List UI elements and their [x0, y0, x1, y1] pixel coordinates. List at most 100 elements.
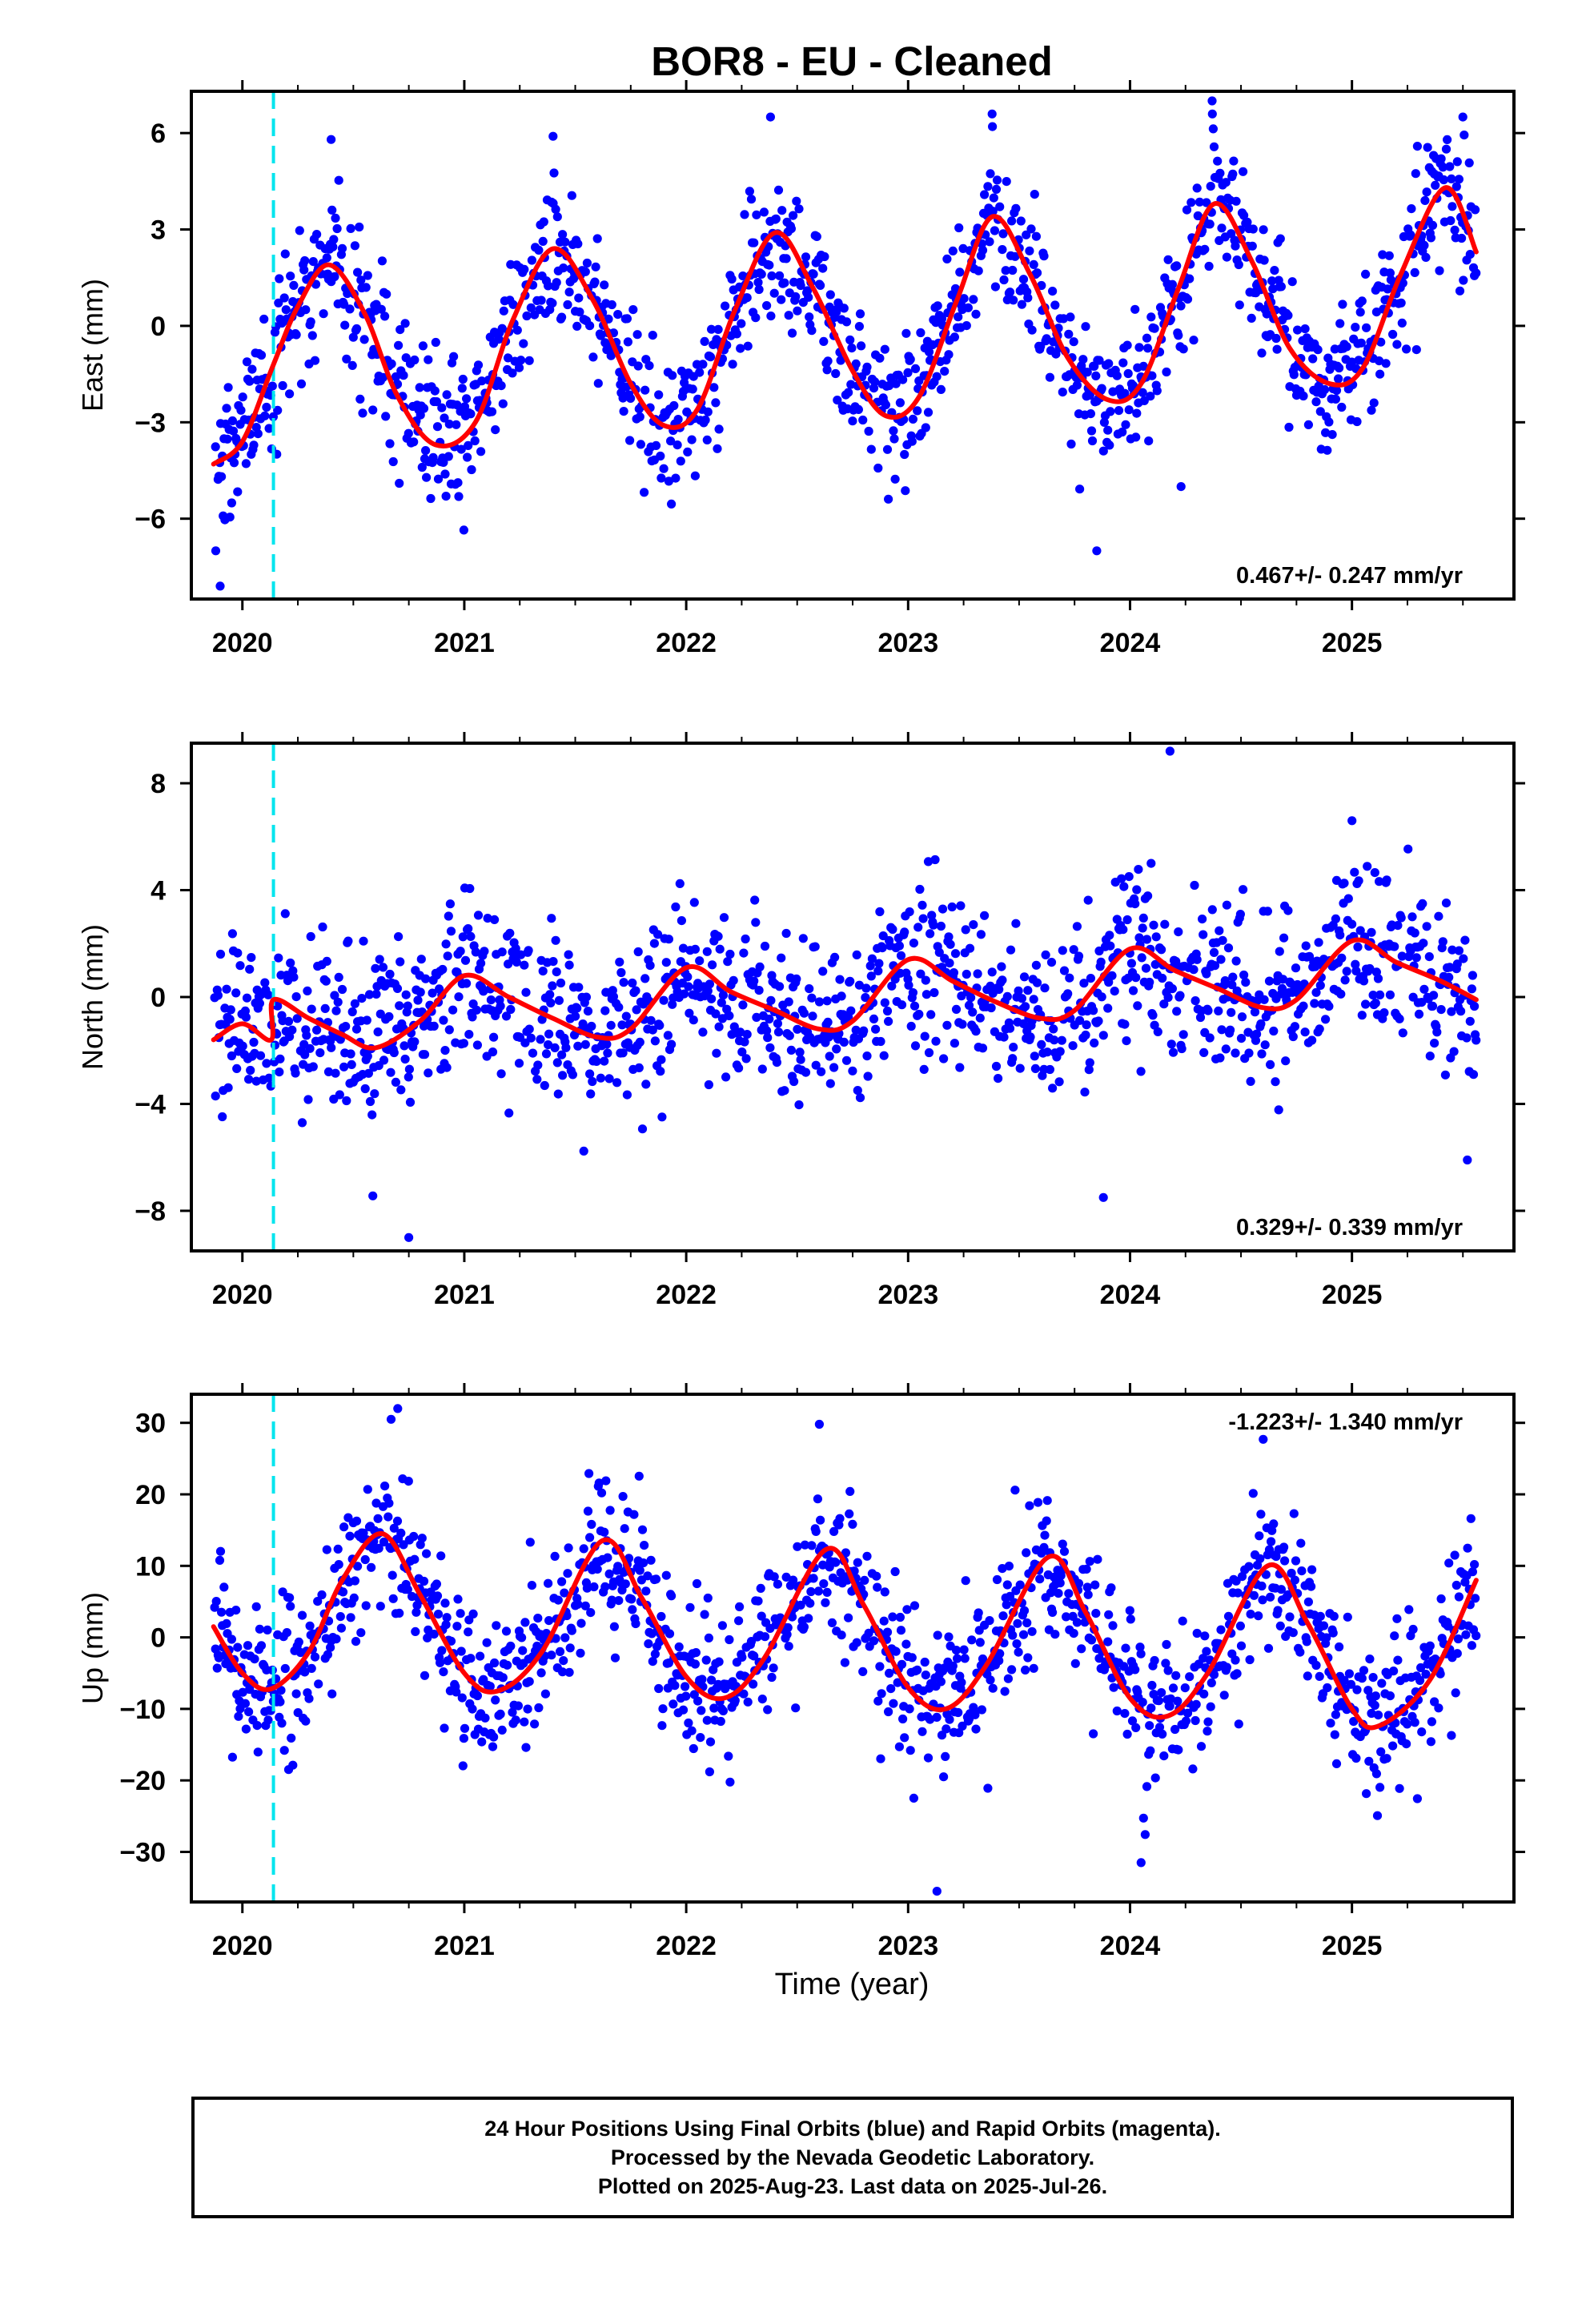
data-point: [1343, 894, 1353, 903]
data-point: [926, 1010, 936, 1019]
footer-line-2: Processed by the Nevada Geodetic Laborat…: [610, 2145, 1095, 2169]
data-point: [452, 1687, 461, 1697]
data-point: [596, 1073, 606, 1083]
data-point: [530, 1719, 540, 1729]
data-point: [859, 1026, 869, 1035]
data-point: [1136, 1858, 1146, 1868]
data-point: [1440, 1070, 1450, 1080]
data-point: [466, 1654, 476, 1663]
data-point: [1284, 422, 1294, 432]
data-point: [1138, 923, 1147, 933]
data-point: [1009, 1043, 1018, 1052]
data-point: [409, 437, 419, 447]
data-point: [1289, 1509, 1299, 1518]
data-point: [1441, 144, 1452, 154]
data-point: [866, 444, 876, 454]
data-point: [245, 376, 255, 386]
data-point: [350, 1576, 359, 1586]
data-point: [1199, 1047, 1209, 1057]
data-point: [994, 984, 1004, 995]
x-tick-label: 2025: [1322, 1280, 1383, 1310]
data-point: [884, 1707, 893, 1717]
data-point: [930, 987, 939, 998]
data-point: [711, 1009, 721, 1019]
data-point: [251, 1076, 261, 1086]
data-point: [841, 317, 852, 327]
data-point: [1072, 1618, 1082, 1627]
data-point: [1050, 300, 1060, 310]
data-point: [1103, 425, 1113, 435]
data-point: [1039, 251, 1049, 261]
data-point: [403, 1001, 412, 1011]
data-point: [1445, 963, 1455, 972]
data-point: [953, 1654, 962, 1663]
data-point: [1037, 1039, 1046, 1049]
data-point: [650, 1036, 661, 1046]
data-point: [813, 1494, 822, 1504]
data-point: [1150, 1655, 1159, 1666]
data-point: [707, 324, 717, 334]
data-point: [572, 1003, 582, 1013]
data-point: [1171, 956, 1181, 967]
data-point: [1421, 252, 1431, 262]
data-point: [1259, 255, 1269, 265]
data-point: [558, 1667, 568, 1677]
data-point: [1011, 919, 1021, 928]
data-point: [1124, 872, 1134, 882]
data-point: [299, 265, 309, 275]
data-point: [247, 364, 257, 374]
data-point: [444, 420, 454, 429]
data-point: [1138, 1698, 1147, 1707]
data-point: [1416, 1663, 1426, 1673]
data-point: [335, 1612, 345, 1622]
data-point: [305, 1621, 315, 1630]
data-point: [1287, 1568, 1296, 1578]
x-tick-label: 2025: [1322, 628, 1383, 658]
data-point: [1371, 999, 1380, 1008]
data-point: [921, 1671, 930, 1680]
data-point: [773, 185, 784, 195]
data-point: [613, 310, 623, 320]
data-point: [1174, 927, 1183, 937]
data-point: [1407, 912, 1417, 922]
data-point: [520, 1618, 530, 1627]
data-point: [894, 1742, 904, 1751]
data-point: [433, 474, 444, 484]
data-point: [1007, 216, 1017, 226]
data-point: [1403, 1719, 1412, 1729]
data-point: [346, 1049, 355, 1059]
data-point: [1239, 885, 1248, 895]
data-point: [932, 372, 942, 381]
data-point: [439, 1015, 448, 1025]
data-point: [1267, 276, 1277, 286]
data-point: [1092, 546, 1102, 556]
data-point: [528, 1048, 538, 1058]
data-point: [1223, 1611, 1234, 1621]
data-point: [1042, 1496, 1052, 1506]
data-point: [520, 264, 529, 274]
data-point: [1215, 926, 1224, 935]
data-point: [619, 406, 628, 416]
data-point: [1166, 1694, 1175, 1703]
data-point: [807, 326, 817, 336]
data-point: [364, 990, 375, 999]
data-point: [913, 923, 923, 932]
data-point: [657, 1721, 667, 1731]
data-point: [526, 303, 536, 312]
data-point: [440, 413, 449, 423]
data-point: [924, 1047, 934, 1058]
data-point: [1323, 1683, 1332, 1693]
data-point: [1048, 1084, 1058, 1093]
data-point: [313, 1597, 323, 1606]
data-point: [897, 1659, 907, 1669]
data-point: [1452, 959, 1462, 969]
data-point: [1199, 1654, 1208, 1663]
data-point: [396, 1085, 406, 1095]
data-point: [1290, 1022, 1299, 1031]
data-point: [1402, 344, 1411, 354]
data-point: [661, 1570, 671, 1580]
data-point: [823, 1017, 833, 1027]
data-point: [511, 1715, 520, 1725]
data-point: [781, 254, 791, 263]
data-point: [1112, 371, 1122, 380]
